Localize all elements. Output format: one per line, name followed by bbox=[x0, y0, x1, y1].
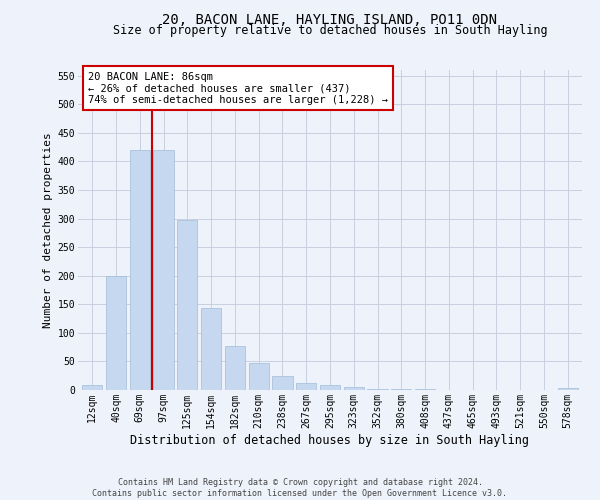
Y-axis label: Number of detached properties: Number of detached properties bbox=[43, 132, 53, 328]
Bar bbox=[106, 276, 126, 390]
Bar bbox=[201, 308, 221, 390]
Bar bbox=[225, 346, 245, 390]
Bar bbox=[154, 150, 173, 390]
Bar bbox=[272, 376, 293, 390]
Bar bbox=[248, 362, 269, 390]
Bar bbox=[367, 389, 388, 390]
Bar bbox=[130, 150, 150, 390]
Text: 20 BACON LANE: 86sqm
← 26% of detached houses are smaller (437)
74% of semi-deta: 20 BACON LANE: 86sqm ← 26% of detached h… bbox=[88, 72, 388, 105]
Bar bbox=[557, 388, 578, 390]
Bar bbox=[177, 220, 197, 390]
Bar bbox=[296, 383, 316, 390]
Text: 20, BACON LANE, HAYLING ISLAND, PO11 0DN: 20, BACON LANE, HAYLING ISLAND, PO11 0DN bbox=[163, 12, 497, 26]
Text: Contains HM Land Registry data © Crown copyright and database right 2024.
Contai: Contains HM Land Registry data © Crown c… bbox=[92, 478, 508, 498]
X-axis label: Distribution of detached houses by size in South Hayling: Distribution of detached houses by size … bbox=[131, 434, 530, 446]
Bar bbox=[344, 387, 364, 390]
Bar bbox=[82, 386, 103, 390]
Bar bbox=[320, 386, 340, 390]
Text: Size of property relative to detached houses in South Hayling: Size of property relative to detached ho… bbox=[113, 24, 547, 37]
